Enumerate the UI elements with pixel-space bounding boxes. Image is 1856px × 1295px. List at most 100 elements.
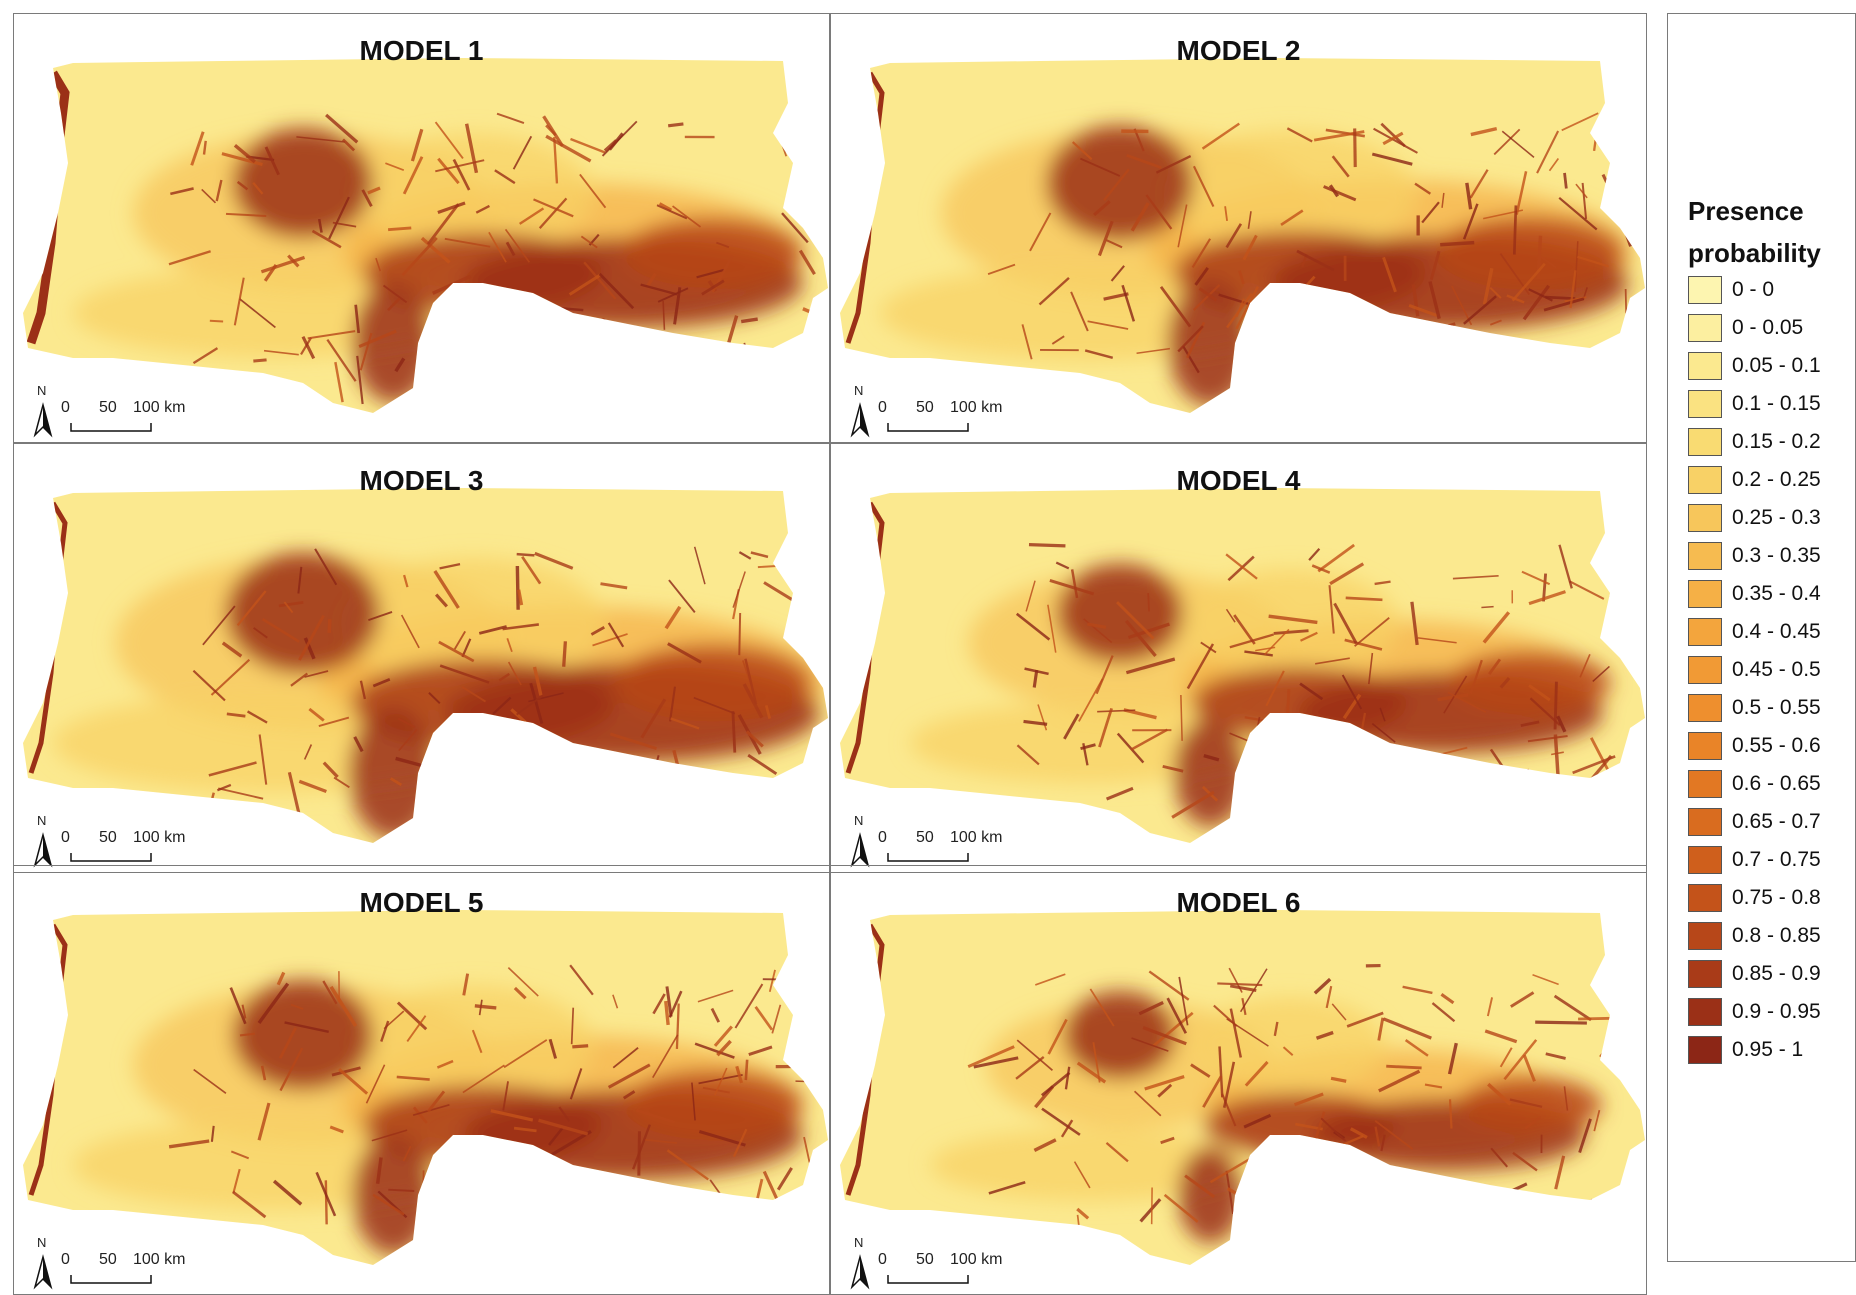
panel-title: MODEL 5	[13, 887, 830, 919]
legend-swatch	[1688, 580, 1722, 608]
legend-label: 0.95 - 1	[1732, 1038, 1803, 1062]
panel-title: MODEL 1	[13, 35, 830, 67]
probability-raster-1	[13, 13, 830, 443]
legend-item: 0.45 - 0.5	[1688, 655, 1821, 685]
scale-bar	[71, 853, 151, 861]
legend-swatch	[1688, 770, 1722, 798]
legend-swatch	[1688, 1036, 1722, 1064]
legend-swatch	[1688, 428, 1722, 456]
legend-item: 0.5 - 0.55	[1688, 693, 1821, 723]
legend-label: 0.9 - 0.95	[1732, 1000, 1821, 1024]
legend-swatch	[1688, 314, 1722, 342]
legend-item: 0.55 - 0.6	[1688, 731, 1821, 761]
legend-swatch	[1688, 846, 1722, 874]
legend-item: 0.1 - 0.15	[1688, 389, 1821, 419]
legend-swatch	[1688, 466, 1722, 494]
legend-swatch	[1688, 542, 1722, 570]
region-fill	[13, 865, 830, 1295]
scale-label: 50	[916, 829, 934, 847]
legend-swatch	[1688, 732, 1722, 760]
legend-swatch	[1688, 808, 1722, 836]
legend-swatch	[1688, 884, 1722, 912]
legend-item: 0.65 - 0.7	[1688, 807, 1821, 837]
legend-label: 0.6 - 0.65	[1732, 772, 1821, 796]
legend-item: 0 - 0	[1688, 275, 1774, 305]
north-label: N	[854, 383, 863, 398]
legend-item: 0.6 - 0.65	[1688, 769, 1821, 799]
scale-label: 50	[99, 829, 117, 847]
legend-item: 0.05 - 0.1	[1688, 351, 1821, 381]
legend-item: 0.3 - 0.35	[1688, 541, 1821, 571]
scale-label: 50	[99, 399, 117, 417]
scale-label: 50	[916, 1251, 934, 1269]
legend-swatch	[1688, 504, 1722, 532]
legend-item: 0.35 - 0.4	[1688, 579, 1821, 609]
legend-swatch	[1688, 390, 1722, 418]
legend-label: 0.3 - 0.35	[1732, 544, 1821, 568]
legend-label: 0.25 - 0.3	[1732, 506, 1821, 530]
scale-bar	[888, 423, 968, 431]
scale-bar	[71, 423, 151, 431]
scale-label: 0	[878, 829, 887, 847]
legend-item: 0.95 - 1	[1688, 1035, 1803, 1065]
scale-label: 0	[61, 399, 70, 417]
probability-raster-6	[830, 865, 1647, 1295]
legend-label: 0.1 - 0.15	[1732, 392, 1821, 416]
panel-title: MODEL 4	[830, 465, 1647, 497]
legend-label: 0.05 - 0.1	[1732, 354, 1821, 378]
north-label: N	[37, 383, 46, 398]
legend-swatch	[1688, 922, 1722, 950]
scale-label: 100 km	[950, 829, 1002, 847]
legend-label: 0.4 - 0.45	[1732, 620, 1821, 644]
scale-label: 0	[878, 399, 887, 417]
panel-title: MODEL 6	[830, 887, 1647, 919]
scale-label: 0	[878, 1251, 887, 1269]
legend-label: 0.8 - 0.85	[1732, 924, 1821, 948]
legend-swatch	[1688, 352, 1722, 380]
legend-swatch	[1688, 694, 1722, 722]
scale-label: 100 km	[133, 1251, 185, 1269]
panel-title: MODEL 3	[13, 465, 830, 497]
region-fill	[830, 443, 1647, 873]
legend-label: 0.35 - 0.4	[1732, 582, 1821, 606]
legend-label: 0.75 - 0.8	[1732, 886, 1821, 910]
legend-item: 0.15 - 0.2	[1688, 427, 1821, 457]
probability-raster-2	[830, 13, 1647, 443]
scale-bar	[888, 853, 968, 861]
probability-raster-5	[13, 865, 830, 1295]
legend-label: 0.45 - 0.5	[1732, 658, 1821, 682]
scale-label: 100 km	[133, 399, 185, 417]
legend-label: 0.2 - 0.25	[1732, 468, 1821, 492]
legend-swatch	[1688, 998, 1722, 1026]
legend-label: 0.15 - 0.2	[1732, 430, 1821, 454]
north-label: N	[854, 813, 863, 828]
north-label: N	[37, 1235, 46, 1250]
legend-label: 0.65 - 0.7	[1732, 810, 1821, 834]
legend-item: 0.2 - 0.25	[1688, 465, 1821, 495]
legend-title-line1: Presence	[1688, 190, 1856, 232]
scale-bar	[71, 1275, 151, 1283]
legend-label: 0 - 0.05	[1732, 316, 1803, 340]
legend-item: 0.8 - 0.85	[1688, 921, 1821, 951]
legend-item: 0.9 - 0.95	[1688, 997, 1821, 1027]
legend-title-line2: probability	[1688, 232, 1856, 274]
legend-swatch	[1688, 656, 1722, 684]
legend-item: 0.85 - 0.9	[1688, 959, 1821, 989]
scale-label: 0	[61, 1251, 70, 1269]
legend-item: 0 - 0.05	[1688, 313, 1803, 343]
legend-item: 0.75 - 0.8	[1688, 883, 1821, 913]
legend-item: 0.7 - 0.75	[1688, 845, 1821, 875]
panel-title: MODEL 2	[830, 35, 1647, 67]
region-fill	[830, 865, 1647, 1295]
scale-bar	[888, 1275, 968, 1283]
legend-label: 0.85 - 0.9	[1732, 962, 1821, 986]
legend-swatch	[1688, 618, 1722, 646]
legend-swatch	[1688, 960, 1722, 988]
scale-label: 100 km	[950, 399, 1002, 417]
legend-label: 0.7 - 0.75	[1732, 848, 1821, 872]
legend-label: 0 - 0	[1732, 278, 1774, 302]
north-label: N	[854, 1235, 863, 1250]
region-fill	[13, 443, 830, 873]
